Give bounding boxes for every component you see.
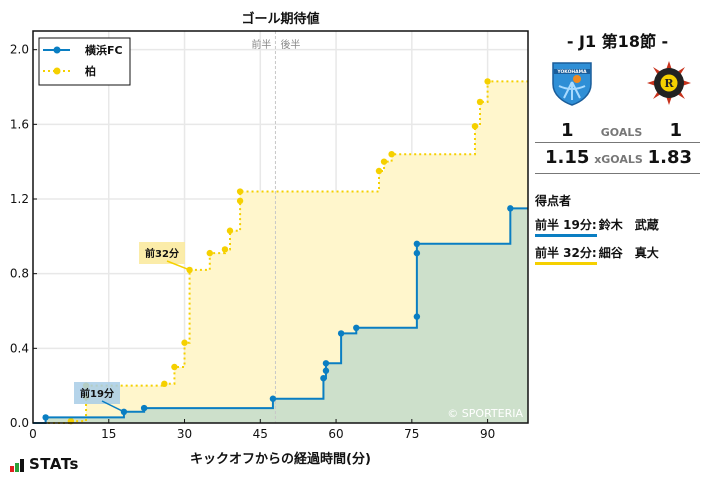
series-fill [33, 208, 528, 423]
data-point [221, 246, 229, 253]
goal-annotation-pointer [166, 260, 190, 271]
svg-text:R: R [664, 77, 674, 90]
data-point [226, 227, 234, 234]
goals-label: GOALS [600, 126, 643, 139]
goal-annotation-box [139, 242, 185, 264]
legend: 横浜FC 柏 [38, 37, 131, 86]
data-point [322, 360, 330, 367]
scorers-title: 得点者 [535, 194, 572, 208]
data-point [413, 313, 421, 320]
data-point [236, 197, 244, 205]
legend-marker [53, 46, 61, 54]
home-goals: 1 [561, 120, 574, 141]
legend-marker [53, 67, 61, 75]
data-point [171, 363, 178, 371]
xgoals-row: 1.15 xGOALS 1.83 [535, 147, 700, 174]
legend-label: 柏 [85, 64, 96, 78]
stats-brand: STATs [29, 455, 79, 473]
svg-text:YOKOHAMA: YOKOHAMA [556, 69, 587, 75]
y-tick-label: 0.8 [10, 267, 29, 281]
scorer-name: 鈴木 武蔵 [598, 218, 659, 232]
data-point [337, 330, 345, 337]
x-tick-label: 15 [101, 427, 116, 441]
x-tick-label: 60 [328, 427, 343, 441]
series-line [33, 80, 528, 424]
data-point [181, 339, 188, 346]
data-point [375, 167, 383, 175]
match-round: - J1 第18節 - [566, 32, 669, 51]
data-point [269, 395, 277, 402]
chart-title: ゴール期待値 [241, 12, 320, 27]
y-tick-label: 0.4 [10, 341, 29, 355]
second-half-label: 後半 [280, 38, 300, 51]
y-tick-label: 2.0 [10, 43, 29, 57]
away-xgoals: 1.83 [647, 147, 692, 168]
xgoals-label: xGOALS [594, 153, 643, 166]
goals-row: 1 GOALS 1 [535, 120, 700, 143]
kashiwa-reysol-crest-icon: R [647, 61, 691, 105]
data-point [413, 249, 421, 257]
data-point [476, 98, 484, 106]
data-point [507, 205, 514, 212]
goal-annotation-label: 前32分 [145, 247, 179, 260]
goal-annotation-box [74, 382, 120, 404]
data-point [413, 240, 421, 247]
scorer-name: 細谷 真大 [598, 246, 659, 260]
x-tick-label: 0 [29, 427, 37, 441]
data-point [161, 380, 168, 387]
stats-bars-icon [10, 459, 24, 472]
watermark: © SPORTERIA [447, 407, 523, 420]
y-tick-label: 1.2 [10, 192, 29, 206]
data-point [484, 78, 491, 85]
data-point [140, 404, 148, 412]
x-axis-label: キックオフからの経過時間(分) [190, 452, 371, 467]
y-tick-label: 0.0 [10, 416, 29, 430]
legend-label: 横浜FC [85, 43, 123, 57]
first-half-label: 前半 [251, 38, 271, 51]
x-tick-label: 90 [480, 427, 495, 441]
x-tick-label: 75 [404, 427, 419, 441]
data-point [353, 324, 360, 331]
scorer-time: 前半 32分: [535, 244, 597, 265]
x-tick-label: 30 [177, 427, 192, 441]
data-point [42, 414, 49, 421]
plot-frame [32, 30, 529, 424]
match-summary-panel: - J1 第18節 - YOKOHAMA R 1 GOALS 1 1.15 x [535, 28, 700, 265]
goal-annotation-pointer [101, 400, 125, 413]
goal-annotation-label: 前19分 [80, 387, 114, 400]
stats-logo: STATs [10, 457, 79, 472]
y-tick-label: 1.6 [10, 117, 29, 131]
yokohama-fc-crest-icon: YOKOHAMA [552, 62, 592, 106]
data-point [206, 249, 213, 257]
scorer-item: 前半 19分: 鈴木 武蔵 [535, 216, 700, 237]
data-point [471, 123, 479, 130]
data-point [236, 188, 244, 195]
home-xgoals: 1.15 [545, 147, 590, 168]
data-point [380, 158, 388, 165]
scorer-time: 前半 19分: [535, 216, 597, 237]
scorer-item: 前半 32分: 細谷 真大 [535, 244, 700, 265]
data-point [322, 367, 330, 374]
x-tick-label: 45 [253, 427, 268, 441]
away-goals: 1 [669, 120, 682, 141]
data-point [320, 375, 327, 382]
data-point [388, 151, 395, 158]
